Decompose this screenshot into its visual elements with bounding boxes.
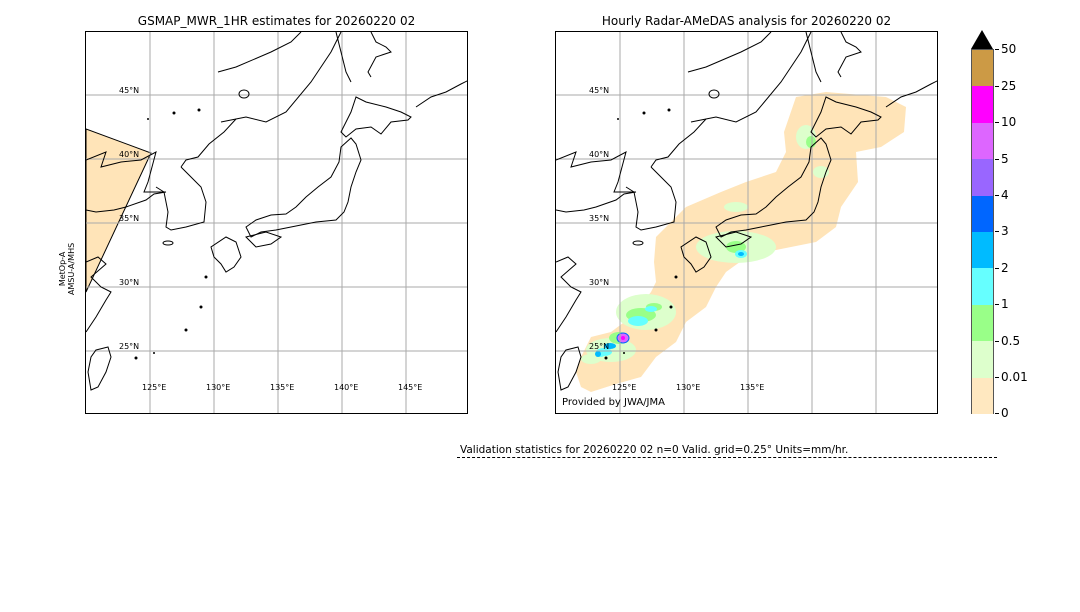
lat-label: 45°N <box>589 86 610 95</box>
stats-divider <box>457 457 997 458</box>
left-map: 45°N 40°N 35°N 30°N 25°N 125°E 130°E 135… <box>85 31 468 414</box>
colorbar-band <box>972 50 993 87</box>
colorbar-tick: 3 <box>995 224 1009 238</box>
colorbar-tick: 2 <box>995 261 1009 275</box>
colorbar-band <box>972 341 993 378</box>
lat-label: 35°N <box>119 214 140 223</box>
left-map-graphic <box>86 32 467 413</box>
left-map-title: GSMAP_MWR_1HR estimates for 20260220 02 <box>137 14 416 28</box>
lat-label: 40°N <box>589 150 610 159</box>
lat-label: 25°N <box>119 342 140 351</box>
lon-label: 135°E <box>270 383 295 392</box>
lat-label: 40°N <box>119 150 140 159</box>
colorbar-tick: 25 <box>995 79 1016 93</box>
colorbar-band <box>972 304 993 342</box>
colorbar-band <box>972 377 993 414</box>
lon-label: 125°E <box>612 383 637 392</box>
colorbar-band <box>972 159 993 196</box>
credit-label: Provided by JWA/JMA <box>562 397 665 408</box>
colorbar-tick: 0.01 <box>995 370 1028 384</box>
colorbar-band <box>972 268 993 305</box>
lon-label: 145°E <box>398 383 423 392</box>
right-map: 45°N 40°N 35°N 30°N 25°N 125°E 130°E 135… <box>555 31 938 414</box>
colorbar-tick: 50 <box>995 42 1016 56</box>
colorbar-tick: 5 <box>995 152 1009 166</box>
colorbar-band <box>972 231 993 269</box>
lat-label: 45°N <box>119 86 140 95</box>
colorbar-tick: 0.5 <box>995 334 1020 348</box>
lon-label: 125°E <box>142 383 167 392</box>
lat-label: 30°N <box>589 278 610 287</box>
colorbar-band <box>972 195 993 232</box>
lat-label: 25°N <box>589 342 610 351</box>
colorbar-extend-arrow <box>971 30 993 49</box>
lat-label: 35°N <box>589 214 610 223</box>
lon-label: 130°E <box>676 383 701 392</box>
colorbar-band <box>972 86 993 123</box>
colorbar <box>971 49 994 414</box>
lat-label: 30°N <box>119 278 140 287</box>
colorbar-tick: 4 <box>995 188 1009 202</box>
colorbar-tick: 0 <box>995 406 1009 420</box>
right-map-graphic <box>556 32 937 413</box>
colorbar-tick: 10 <box>995 115 1016 129</box>
right-map-title: Hourly Radar-AMeDAS analysis for 2026022… <box>601 14 892 28</box>
satellite-label: MetOp-A AMSU-A/MHS <box>58 242 76 295</box>
colorbar-band <box>972 122 993 160</box>
lon-label: 135°E <box>740 383 765 392</box>
validation-stats: Validation statistics for 20260220 02 n=… <box>460 444 849 456</box>
colorbar-tick: 1 <box>995 297 1009 311</box>
lon-label: 140°E <box>334 383 359 392</box>
lon-label: 130°E <box>206 383 231 392</box>
